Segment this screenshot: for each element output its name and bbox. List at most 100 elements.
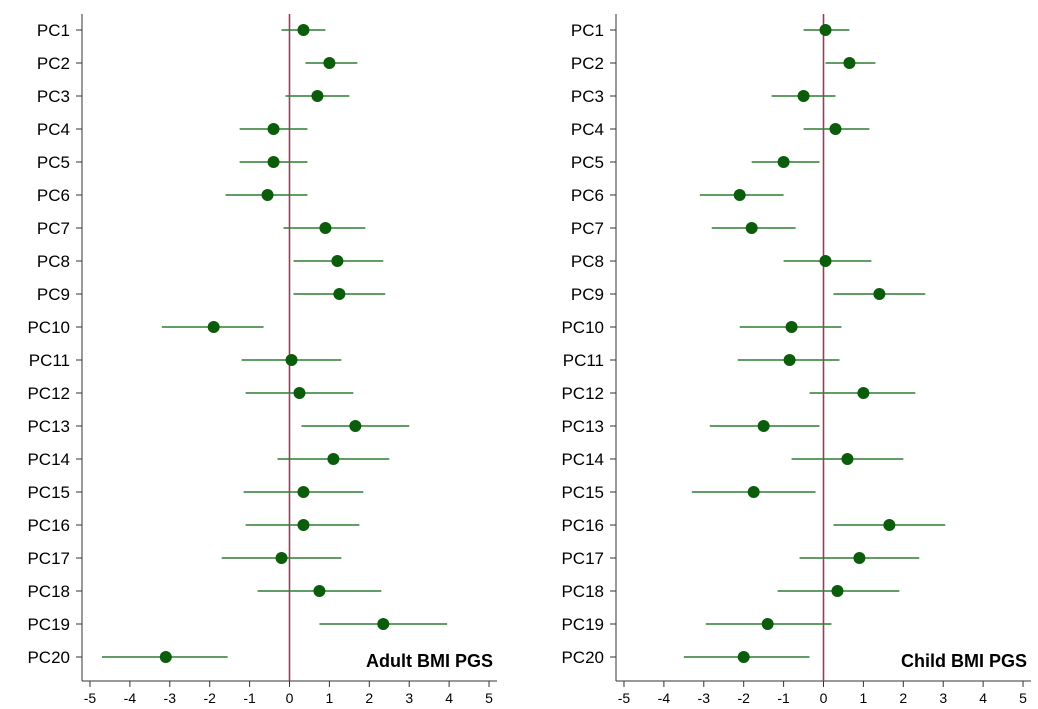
x-tick-label: 5 [485, 690, 493, 706]
category-label: PC3 [571, 87, 604, 106]
estimate-point [285, 354, 298, 366]
x-tick-label: -3 [698, 690, 711, 706]
x-tick-label: 3 [939, 690, 947, 706]
category-label: PC9 [37, 285, 70, 304]
category-label: PC9 [571, 285, 604, 304]
x-tick-label: 5 [1019, 690, 1027, 706]
category-label: PC11 [29, 351, 70, 370]
category-label: PC13 [561, 417, 604, 436]
category-label: PC1 [571, 21, 604, 40]
child-bmi-pgs-panel: -5 -4 -3 -2 -1 0 1 2 3 4 5 PC1 PC2 PC3 PC4 PC5 PC6 PC7 PC8… [561, 14, 1031, 706]
x-tick-label: 3 [405, 690, 413, 706]
estimate-point [747, 486, 760, 498]
category-label: PC12 [561, 384, 604, 403]
estimate-point [733, 189, 746, 201]
x-tick-label: 4 [445, 690, 453, 706]
estimate-point [159, 651, 172, 663]
x-tick-label: 0 [820, 690, 828, 706]
estimate-point [261, 189, 274, 201]
category-label: PC18 [27, 582, 70, 601]
x-tick-label: 1 [860, 690, 868, 706]
category-label: PC16 [561, 516, 604, 535]
panel-title: Adult BMI PGS [366, 651, 493, 671]
estimate-point [797, 90, 810, 102]
x-tick-label: -1 [777, 690, 790, 706]
panel-title: Child BMI PGS [901, 651, 1027, 671]
estimate-point [819, 255, 832, 267]
category-label: PC15 [27, 483, 70, 502]
adult-bmi-pgs-panel: -5 -4 -3 -2 -1 0 1 2 3 4 5 PC1 PC2 PC3 PC4 PC5 PC6 PC7 PC8… [27, 14, 497, 706]
estimate-point [829, 123, 842, 135]
category-label: PC10 [27, 318, 70, 337]
category-label: PC20 [561, 648, 604, 667]
category-label: PC2 [571, 54, 604, 73]
estimate-point [761, 618, 774, 630]
category-label: PC14 [27, 450, 70, 469]
category-label: PC19 [27, 615, 70, 634]
estimate-point [841, 453, 854, 465]
x-tick-label: -3 [164, 690, 177, 706]
estimate-point [349, 420, 362, 432]
x-tick-label: -4 [124, 690, 137, 706]
estimate-point [207, 321, 220, 333]
estimate-point [327, 453, 340, 465]
category-label: PC18 [561, 582, 604, 601]
estimate-point [293, 387, 306, 399]
category-label: PC12 [27, 384, 70, 403]
estimate-point [267, 123, 280, 135]
estimate-point [745, 222, 758, 234]
category-label: PC4 [37, 120, 70, 139]
estimate-point [757, 420, 770, 432]
category-label: PC19 [561, 615, 604, 634]
category-label: PC13 [27, 417, 70, 436]
x-tick-label: 4 [979, 690, 987, 706]
category-label: PC17 [561, 549, 604, 568]
category-label: PC5 [37, 153, 70, 172]
estimate-point [857, 387, 870, 399]
category-label: PC3 [37, 87, 70, 106]
x-tick-label: -4 [658, 690, 671, 706]
category-label: PC20 [27, 648, 70, 667]
x-tick-label: -2 [203, 690, 216, 706]
estimate-point [831, 585, 844, 597]
estimate-point [323, 57, 336, 69]
estimate-point [883, 519, 896, 531]
category-label: PC6 [37, 186, 70, 205]
category-label: PC7 [37, 219, 70, 238]
estimate-point [377, 618, 390, 630]
category-label: PC7 [571, 219, 604, 238]
category-label: PC4 [571, 120, 604, 139]
estimate-point [297, 486, 310, 498]
category-label: PC14 [561, 450, 604, 469]
estimate-point [275, 552, 288, 564]
estimate-point [331, 255, 344, 267]
estimate-point [843, 57, 856, 69]
category-label: PC8 [571, 252, 604, 271]
estimate-point [333, 288, 346, 300]
estimate-point [777, 156, 790, 168]
estimate-point [311, 90, 324, 102]
estimate-point [313, 585, 326, 597]
x-tick-label: -2 [737, 690, 750, 706]
category-label: PC8 [37, 252, 70, 271]
x-tick-label: 2 [365, 690, 373, 706]
category-label: PC10 [561, 318, 604, 337]
estimate-point [785, 321, 798, 333]
estimate-point [267, 156, 280, 168]
category-label: PC16 [27, 516, 70, 535]
estimate-point [819, 24, 832, 36]
x-tick-label: 2 [899, 690, 907, 706]
estimate-point [783, 354, 796, 366]
category-label: PC5 [571, 153, 604, 172]
estimate-point [297, 24, 310, 36]
estimate-point [873, 288, 886, 300]
estimate-point [853, 552, 866, 564]
category-label: PC11 [563, 351, 604, 370]
x-tick-label: 0 [286, 690, 294, 706]
category-label: PC17 [27, 549, 70, 568]
estimate-point [737, 651, 750, 663]
category-label: PC6 [571, 186, 604, 205]
x-tick-label: -5 [618, 690, 631, 706]
category-label: PC1 [37, 21, 70, 40]
